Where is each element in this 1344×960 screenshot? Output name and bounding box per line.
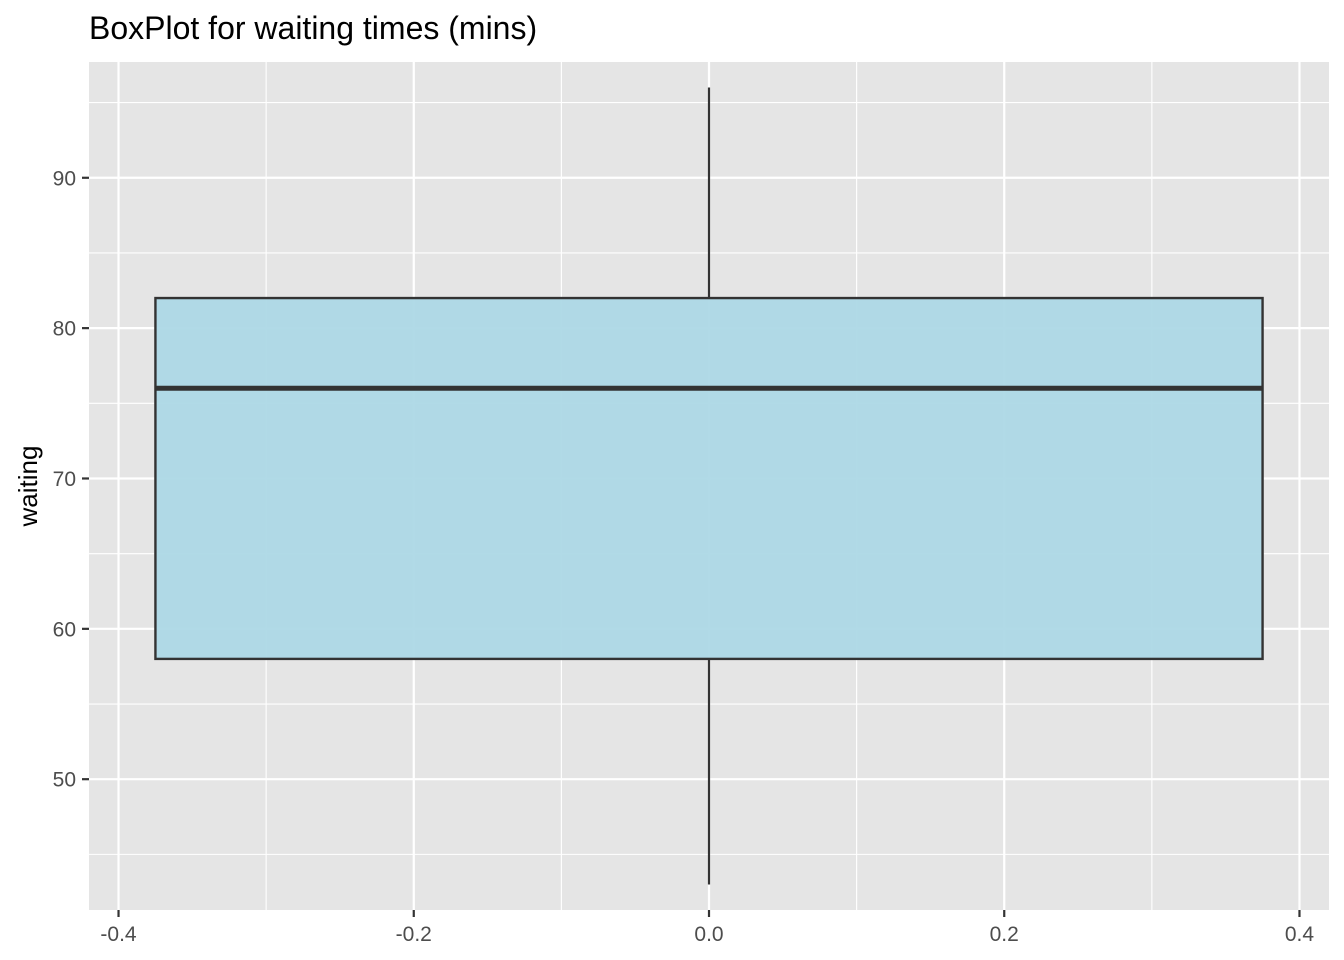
x-axis: -0.4 -0.2 0.0 0.2 0.4	[100, 910, 1314, 946]
x-tick-label: 0.4	[1285, 923, 1315, 946]
y-tick-label: 90	[53, 167, 76, 190]
y-tick-label: 60	[53, 618, 76, 641]
y-tick-label: 70	[53, 468, 76, 491]
x-tick-label: -0.2	[396, 923, 432, 946]
y-tick-label: 80	[53, 318, 76, 341]
y-axis-label: waiting	[13, 446, 43, 528]
box-layer	[154, 87, 1264, 885]
y-tick-label: 50	[53, 769, 76, 792]
interquartile-box	[154, 296, 1264, 661]
x-tick-label: -0.4	[100, 923, 137, 946]
chart-title: BoxPlot for waiting times (mins)	[89, 10, 537, 46]
x-tick-label: 0.0	[694, 923, 723, 946]
y-axis: 50 60 70 80 90	[53, 167, 89, 792]
x-tick-label: 0.2	[990, 923, 1019, 946]
